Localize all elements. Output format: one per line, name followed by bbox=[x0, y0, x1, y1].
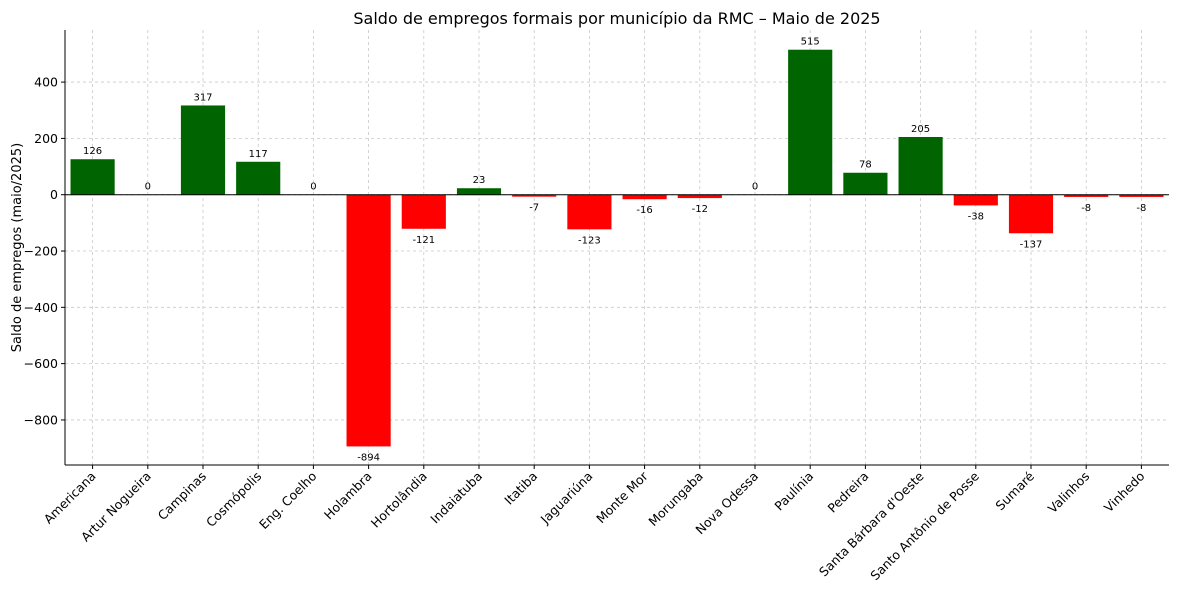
axes bbox=[64, 30, 1169, 466]
x-tick-label-19: Vinhedo bbox=[1101, 469, 1148, 516]
data-label-3: 117 bbox=[249, 149, 268, 160]
data-label-8: -7 bbox=[529, 203, 539, 214]
bar-8 bbox=[512, 194, 557, 197]
x-tick-label-4: Eng. Coelho bbox=[256, 469, 320, 533]
data-label-0: 126 bbox=[83, 146, 102, 157]
data-label-12: 0 bbox=[752, 182, 758, 193]
data-label-5: -894 bbox=[357, 452, 380, 463]
x-tick-label-9: Jaguariúna bbox=[537, 469, 596, 528]
bar-3 bbox=[236, 161, 281, 195]
data-label-18: -8 bbox=[1081, 203, 1091, 214]
data-label-10: -16 bbox=[636, 205, 652, 216]
x-tick-label-14: Pedreira bbox=[824, 469, 871, 516]
data-label-6: -121 bbox=[412, 235, 435, 246]
data-label-14: 78 bbox=[859, 160, 872, 171]
x-tick-label-2: Campinas bbox=[155, 469, 210, 524]
data-label-1: 0 bbox=[145, 182, 151, 193]
y-tick-label-0: −800 bbox=[24, 412, 58, 427]
chart-title: Saldo de empregos formais por município … bbox=[353, 9, 880, 28]
data-label-9: -123 bbox=[578, 235, 601, 246]
data-label-19: -8 bbox=[1136, 203, 1146, 214]
y-tick-label-3: −200 bbox=[24, 244, 58, 259]
bar-9 bbox=[567, 194, 612, 230]
x-tick-label-15: Santa Bárbara d'Oeste bbox=[816, 468, 927, 579]
data-labels: 126 0 317 117 0 -894 -121 23 -7 -123 -16 -12 0 515 78 2… bbox=[83, 37, 1146, 464]
bar-15 bbox=[898, 136, 943, 195]
bar-7 bbox=[456, 188, 502, 195]
x-tick-label-11: Morungaba bbox=[645, 469, 706, 530]
data-label-11: -12 bbox=[692, 204, 708, 215]
x-tick-label-18: Valinhos bbox=[1045, 469, 1093, 517]
x-tick-label-8: Itatiba bbox=[501, 469, 540, 508]
grid-lines bbox=[65, 30, 1169, 465]
bar-0 bbox=[70, 159, 115, 195]
data-label-13: 515 bbox=[801, 37, 820, 48]
x-tick-label-13: Paulínia bbox=[771, 469, 816, 514]
x-tick-label-0: Americana bbox=[41, 469, 99, 527]
bar-18 bbox=[1064, 194, 1109, 197]
data-label-17: -137 bbox=[1020, 239, 1043, 250]
data-label-16: -38 bbox=[968, 211, 984, 222]
y-tick-label-6: 400 bbox=[34, 75, 58, 90]
y-tick-label-1: −600 bbox=[24, 356, 58, 371]
bar-11 bbox=[677, 194, 722, 199]
bar-10 bbox=[622, 194, 667, 200]
bar-13 bbox=[788, 49, 833, 195]
y-axis-label: Saldo de empregos (maio/2025) bbox=[10, 143, 25, 352]
y-tick-label-2: −400 bbox=[24, 300, 58, 315]
bar-6 bbox=[401, 194, 446, 229]
data-label-7: 23 bbox=[473, 175, 486, 186]
bar-19 bbox=[1119, 194, 1164, 197]
x-tick-label-5: Holambra bbox=[321, 469, 375, 523]
bar-16 bbox=[953, 194, 998, 206]
bar-2 bbox=[180, 105, 226, 195]
x-tick-label-16: Santo Antônio de Posse bbox=[867, 468, 982, 583]
x-tick-label-3: Cosmópolis bbox=[203, 469, 264, 530]
x-tick-label-6: Hortolândia bbox=[368, 469, 430, 531]
data-label-15: 205 bbox=[911, 124, 930, 135]
bar-5 bbox=[346, 194, 391, 447]
bars bbox=[70, 49, 1164, 447]
x-tick-label-7: Indaiatuba bbox=[427, 469, 485, 527]
y-axis-ticks: −800 −600 −400 −200 0 200 400 bbox=[24, 75, 65, 427]
x-tick-label-17: Sumaré bbox=[992, 468, 1037, 513]
y-tick-label-4: 0 bbox=[50, 187, 58, 202]
x-tick-label-10: Monte Mor bbox=[593, 468, 651, 526]
bar-17 bbox=[1008, 194, 1054, 234]
data-label-2: 317 bbox=[193, 92, 212, 103]
data-label-4: 0 bbox=[310, 182, 316, 193]
bar-14 bbox=[843, 172, 888, 195]
y-tick-label-5: 200 bbox=[34, 131, 58, 146]
